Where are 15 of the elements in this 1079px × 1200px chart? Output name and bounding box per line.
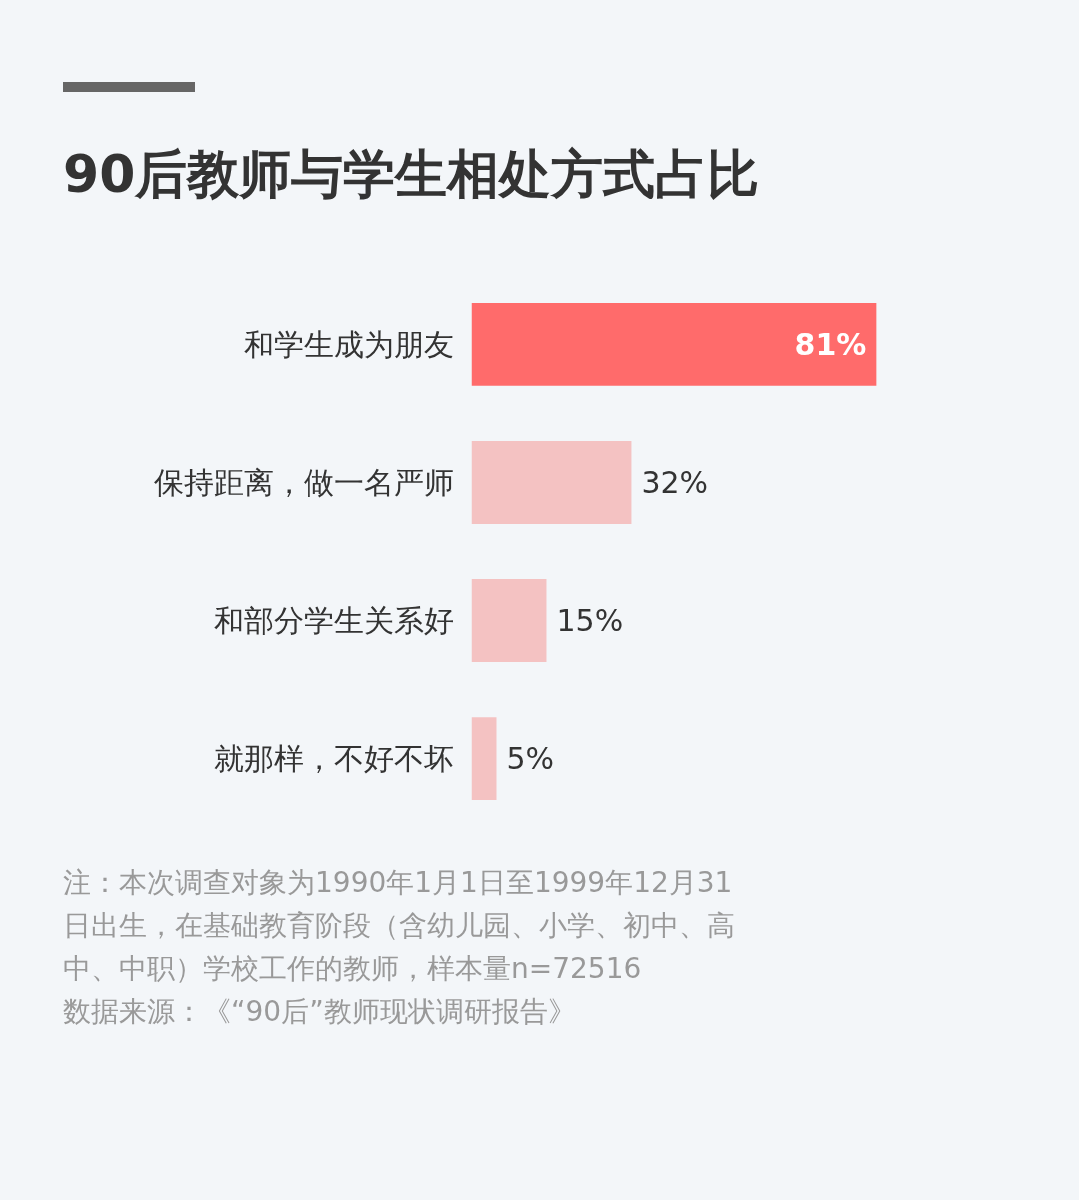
source-note: 数据来源：《“90后”教师现状调研报告》 xyxy=(63,994,577,1031)
chart-title: 90后教师与学生相处方式占比 xyxy=(63,143,760,207)
bar xyxy=(471,717,497,801)
data-label: 81% xyxy=(794,327,867,363)
text: 注：本次调查对象为1990年1月1日至1999年12月31日出生，在基础教育阶段（含幼儿园、小学、初中、高中、中职）学校工作的教师，样本量n=72516 xyxy=(63,865,736,988)
data-label: 5% xyxy=(506,741,555,777)
y-tick-label: 和学生成为朋友 xyxy=(243,327,454,363)
data-label: 15% xyxy=(556,603,624,639)
bar xyxy=(471,303,877,387)
y-tick-label: 和部分学生关系好 xyxy=(213,603,454,639)
y-tick-label: 就那样，不好不坏 xyxy=(213,741,454,777)
bar xyxy=(471,579,547,663)
y-tick-label: 保持距离，做一名严师 xyxy=(153,465,454,501)
bar xyxy=(471,441,632,525)
data-label: 32% xyxy=(641,465,709,501)
